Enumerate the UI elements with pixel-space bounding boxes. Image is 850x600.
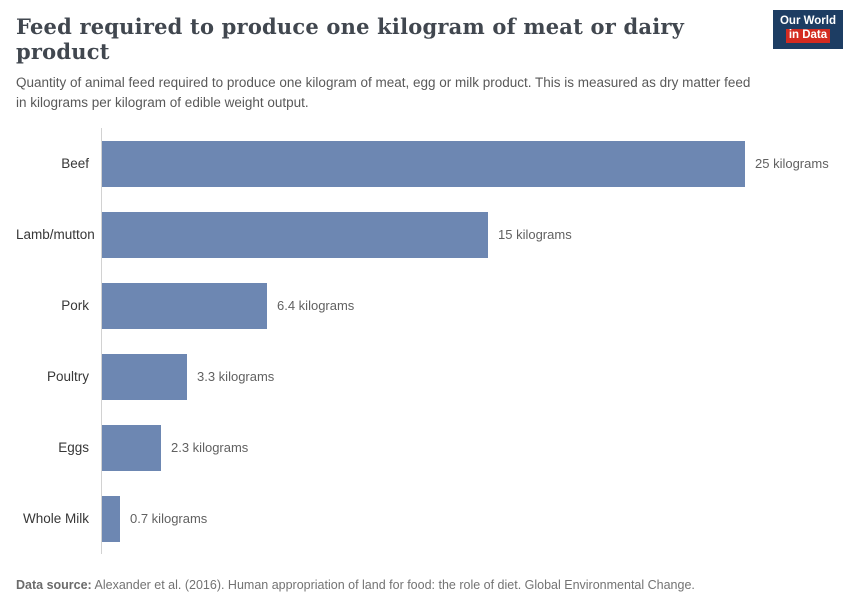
bar-area: 3.3 kilograms bbox=[101, 341, 834, 413]
chart-title: Feed required to produce one kilogram of… bbox=[16, 14, 685, 64]
bar-area: 6.4 kilograms bbox=[101, 270, 834, 342]
chart-header: Feed required to produce one kilogram of… bbox=[16, 10, 843, 112]
chart-row: Whole Milk 0.7 kilograms bbox=[16, 483, 834, 555]
bar-eggs[interactable] bbox=[102, 424, 161, 471]
bar-beef[interactable] bbox=[102, 140, 745, 187]
chart-row: Lamb/mutton 15 kilograms bbox=[16, 199, 834, 271]
data-source-text: Alexander et al. (2016). Human appropria… bbox=[91, 578, 695, 593]
category-label: Lamb/mutton bbox=[16, 227, 95, 243]
chart-row: Eggs 2.3 kilograms bbox=[16, 412, 834, 484]
value-label: 2.3 kilograms bbox=[171, 440, 249, 456]
value-label: 15 kilograms bbox=[498, 227, 572, 243]
bar-poultry[interactable] bbox=[102, 353, 187, 400]
chart-rows: Beef 25 kilograms Lamb/mutton 15 kilograms P… bbox=[16, 128, 834, 555]
chart-row: Pork 6.4 kilograms bbox=[16, 270, 834, 342]
owid-logo-line1: Our World bbox=[779, 15, 836, 27]
category-label: Poultry bbox=[46, 369, 89, 385]
bar-area: 2.3 kilograms bbox=[101, 412, 834, 484]
chart-row: Poultry 3.3 kilograms bbox=[16, 341, 834, 413]
category-label: Pork bbox=[61, 298, 89, 314]
bar-pork[interactable] bbox=[102, 282, 267, 329]
chart-footer: Data source: Alexander et al. (2016). Hu… bbox=[16, 576, 834, 600]
owid-logo: Our World in Data bbox=[772, 10, 843, 50]
bar-area: 15 kilograms bbox=[101, 199, 834, 271]
chart-row: Beef 25 kilograms bbox=[16, 128, 834, 200]
bar-area: 25 kilograms bbox=[101, 128, 834, 200]
chart-subtitle: Quantity of animal feed required to prod… bbox=[16, 75, 751, 110]
value-label: 3.3 kilograms bbox=[197, 369, 275, 385]
value-label: 25 kilograms bbox=[755, 156, 829, 172]
bar-whole-milk[interactable] bbox=[102, 495, 120, 542]
bar-area: 0.7 kilograms bbox=[101, 483, 834, 555]
data-source-line: Data source: Alexander et al. (2016). Hu… bbox=[16, 576, 834, 595]
owid-logo-line2: in Data bbox=[785, 29, 831, 44]
bar-chart: Beef 25 kilograms Lamb/mutton 15 kilograms P… bbox=[16, 128, 834, 555]
value-label: 0.7 kilograms bbox=[130, 511, 208, 527]
category-label: Eggs bbox=[58, 440, 89, 456]
category-label: Beef bbox=[61, 156, 89, 172]
value-label: 6.4 kilograms bbox=[277, 298, 355, 314]
data-source-label: Data source: bbox=[16, 578, 92, 593]
bar-lamb-mutton[interactable] bbox=[102, 211, 488, 258]
category-label: Whole Milk bbox=[22, 511, 89, 527]
